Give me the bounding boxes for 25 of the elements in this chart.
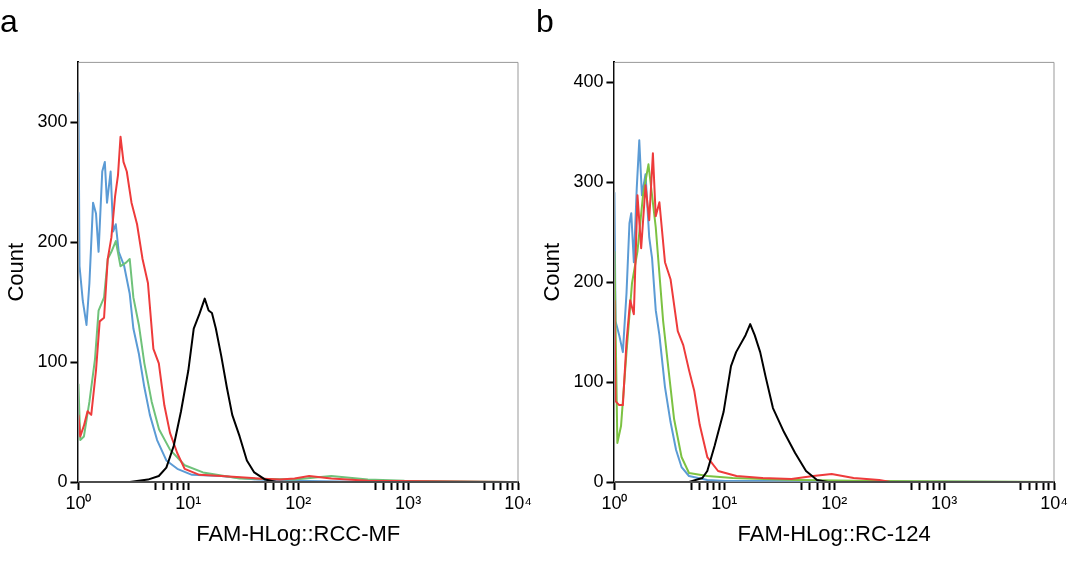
x-tick-label: 10²: [821, 492, 848, 513]
chart-title: b: [536, 3, 554, 40]
y-tick-label: 100: [573, 371, 604, 392]
y-tick-label: 0: [57, 470, 68, 491]
y-tick-label: 0: [593, 470, 604, 491]
y-tick-label: 300: [573, 171, 604, 192]
x-tick-label: 10³: [395, 492, 422, 513]
y-tick-label: 200: [37, 231, 68, 252]
x-tick-label: 10⁰: [65, 492, 92, 513]
y-tick-label: 200: [573, 271, 604, 292]
x-tick-label: 10⁴: [504, 492, 532, 513]
x-tick-label: 10¹: [711, 492, 738, 513]
x-tick-label: 10²: [285, 492, 312, 513]
y-tick-label: 400: [573, 71, 604, 92]
x-axis-title: FAM-HLog::RC-124: [737, 520, 931, 546]
y-tick-label: 100: [37, 351, 68, 372]
x-tick-label: 10⁰: [601, 492, 628, 513]
x-tick-label: 10¹: [175, 492, 202, 513]
x-tick-label: 10⁴: [1040, 492, 1068, 513]
chart-title: a: [0, 3, 18, 40]
y-axis-title: Count: [539, 242, 565, 302]
x-tick-label: 10³: [931, 492, 958, 513]
x-axis-title: FAM-HLog::RCC-MF: [196, 520, 401, 546]
y-axis-title: Count: [3, 242, 29, 302]
y-tick-label: 300: [37, 111, 68, 132]
